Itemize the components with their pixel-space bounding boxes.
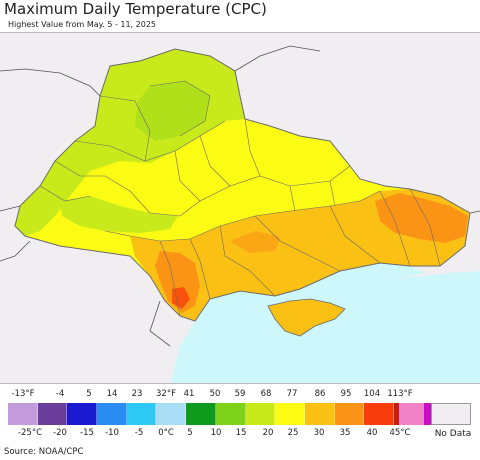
f-label-8: 59 <box>234 389 246 399</box>
c-label-14: 45°C <box>389 428 411 438</box>
west-green-patch <box>60 196 178 233</box>
swatch-3 <box>97 403 127 425</box>
swatch-5 <box>156 403 187 425</box>
c-label-5: 0°C <box>158 428 174 438</box>
swatch-6 <box>186 403 216 425</box>
f-label-0: -13°F <box>11 389 35 399</box>
no-data-swatch <box>431 403 471 425</box>
source-credit: Source: NOAA/CPC <box>4 447 84 457</box>
swatch-0 <box>8 403 38 425</box>
swatch-8 <box>245 403 276 425</box>
f-label-6: 41 <box>183 389 195 399</box>
f-label-13: 104 <box>363 389 381 399</box>
c-label-3: -10 <box>105 428 119 438</box>
f-label-10: 77 <box>286 389 298 399</box>
f-label-1: -4 <box>55 389 65 399</box>
c-label-11: 30 <box>313 428 325 438</box>
f-label-3: 14 <box>106 389 118 399</box>
c-label-6: 5 <box>187 428 193 438</box>
swatch-1 <box>37 403 68 425</box>
c-label-8: 15 <box>235 428 247 438</box>
sea-of-azov <box>300 263 425 289</box>
celsius-labels: -25°C -20 -15 -10 -5 0°C 5 10 15 20 25 3… <box>0 428 480 440</box>
swatch-9 <box>275 403 305 425</box>
f-label-2: 5 <box>86 389 92 399</box>
swatch-15 <box>399 403 424 425</box>
color-scale <box>8 403 454 425</box>
no-data-label: No Data <box>434 429 472 439</box>
swatch-10 <box>304 403 335 425</box>
swatch-11 <box>334 403 365 425</box>
f-label-12: 95 <box>340 389 352 399</box>
swatch-7 <box>215 403 246 425</box>
f-label-7: 50 <box>209 389 221 399</box>
crimea-region <box>268 299 345 336</box>
country-borders <box>0 45 480 347</box>
north-green-core <box>135 81 210 141</box>
f-label-4: 23 <box>131 389 143 399</box>
crimea-border <box>267 298 346 337</box>
temperature-map <box>0 32 480 384</box>
c-label-0: -25°C <box>17 428 43 438</box>
swatch-2 <box>67 403 98 425</box>
c-label-13: 40 <box>366 428 378 438</box>
f-label-9: 68 <box>260 389 272 399</box>
c-label-9: 20 <box>262 428 274 438</box>
fahrenheit-labels: -13°F -4 5 14 23 32°F 41 50 59 68 77 86 … <box>0 389 480 401</box>
map-subtitle: Highest Value from May. 5 - 11, 2025 <box>8 20 156 29</box>
southwest-red-patch <box>172 287 190 309</box>
c-label-1: -20 <box>53 428 67 438</box>
c-label-10: 25 <box>287 428 299 438</box>
swatch-4 <box>126 403 157 425</box>
black-sea <box>170 271 480 383</box>
swatch-12 <box>364 403 394 425</box>
f-label-5: 32°F <box>156 389 176 399</box>
c-label-4: -5 <box>134 428 144 438</box>
map-canvas <box>0 33 480 383</box>
central-orange-patch <box>230 231 280 253</box>
map-title: Maximum Daily Temperature (CPC) <box>4 0 267 18</box>
admin-borders <box>14 48 471 322</box>
c-label-7: 10 <box>210 428 222 438</box>
c-label-2: -15 <box>80 428 94 438</box>
c-label-12: 35 <box>339 428 351 438</box>
f-label-11: 86 <box>314 389 326 399</box>
f-label-14: 113°F <box>387 389 413 399</box>
